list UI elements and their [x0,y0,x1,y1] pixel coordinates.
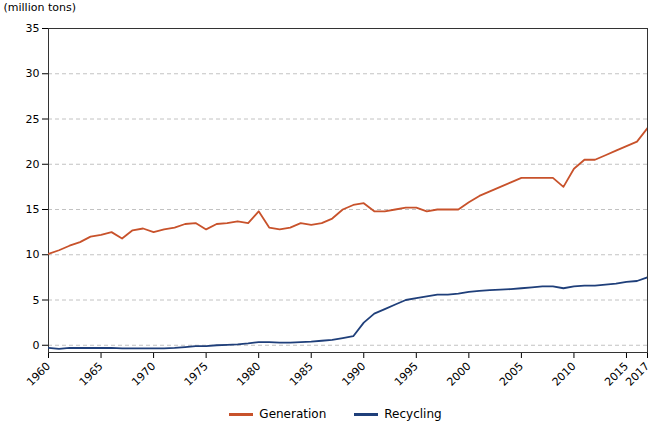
svg-text:5: 5 [33,294,40,307]
svg-text:10: 10 [26,248,40,261]
svg-text:(million tons): (million tons) [4,1,76,14]
svg-text:1995: 1995 [392,360,421,389]
svg-text:2015: 2015 [602,359,632,389]
svg-text:2010: 2010 [550,360,579,389]
svg-text:30: 30 [26,67,40,80]
svg-text:1975: 1975 [182,360,211,389]
svg-text:1985: 1985 [287,360,316,389]
svg-text:35: 35 [26,22,40,35]
svg-text:20: 20 [26,158,40,171]
svg-text:1990: 1990 [339,360,368,389]
html-text:Recycling: Recycling [384,407,442,421]
svg-text:0: 0 [33,339,40,352]
svg-text:1965: 1965 [77,360,106,389]
svg-text:2017: 2017 [623,360,652,389]
svg-text:2005: 2005 [497,360,526,389]
svg-text:2000: 2000 [444,360,473,389]
svg-text:1970: 1970 [129,360,158,389]
svg-text:1960: 1960 [24,360,53,389]
svg-text:25: 25 [26,113,40,126]
html-text:Generation: Generation [259,407,327,421]
svg-text:1980: 1980 [234,360,263,389]
svg-text:15: 15 [26,203,40,216]
